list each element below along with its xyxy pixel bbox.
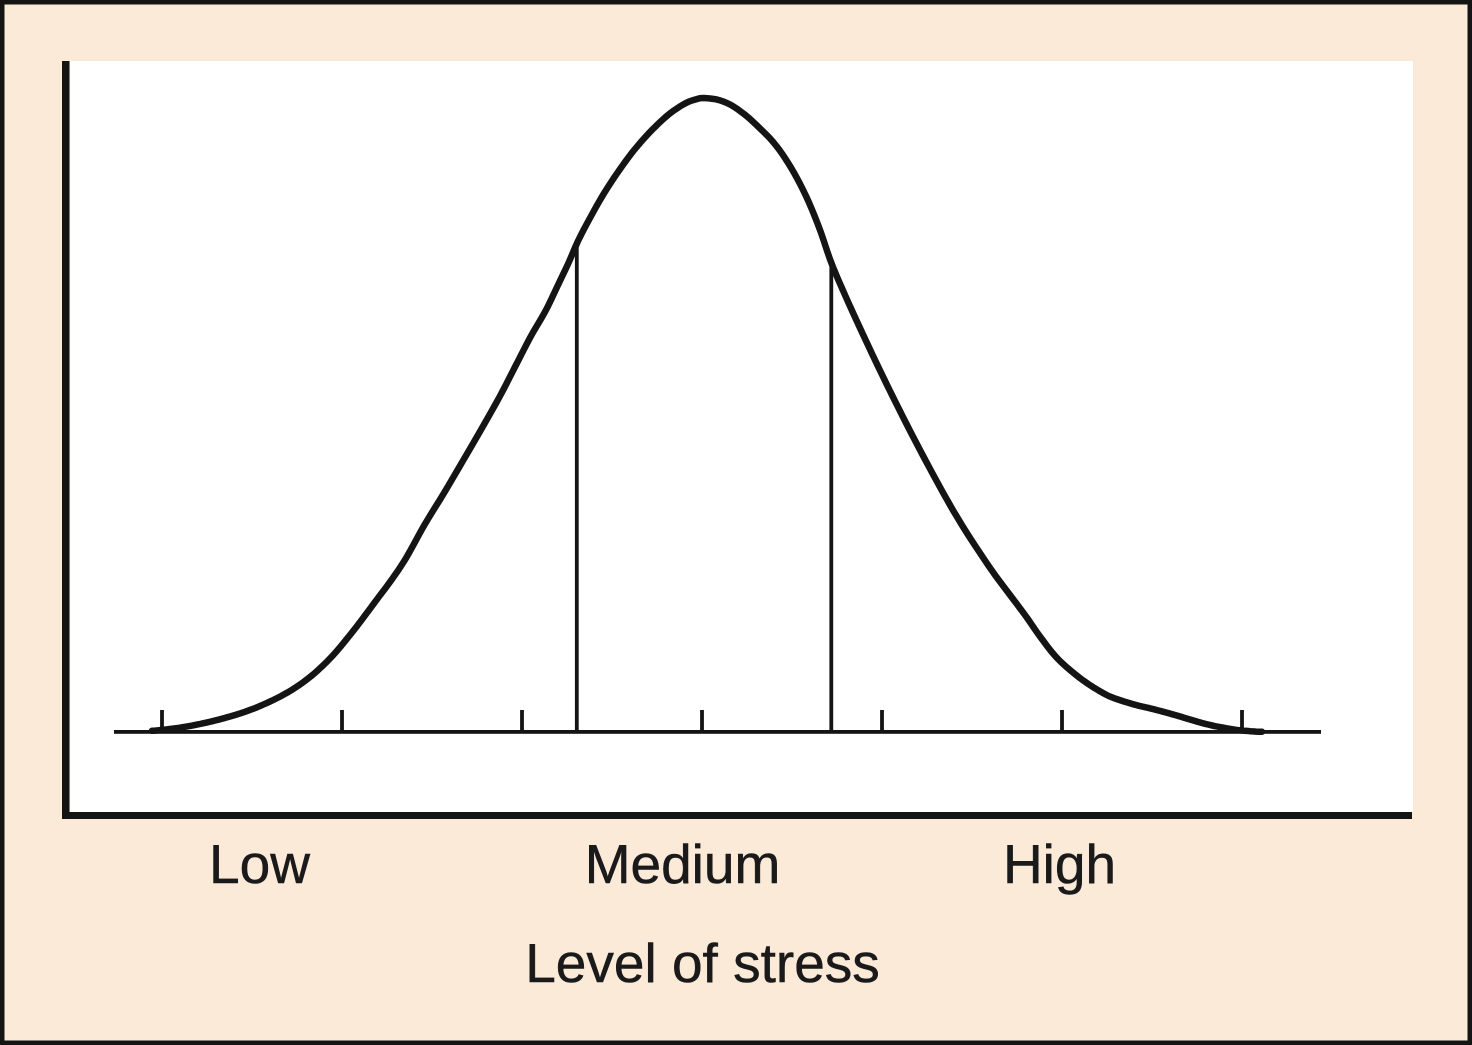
svg-text:Low: Low xyxy=(209,833,310,895)
svg-text:High: High xyxy=(1003,833,1116,895)
svg-text:Medium: Medium xyxy=(585,833,781,895)
svg-text:Level of stress: Level of stress xyxy=(525,932,880,994)
